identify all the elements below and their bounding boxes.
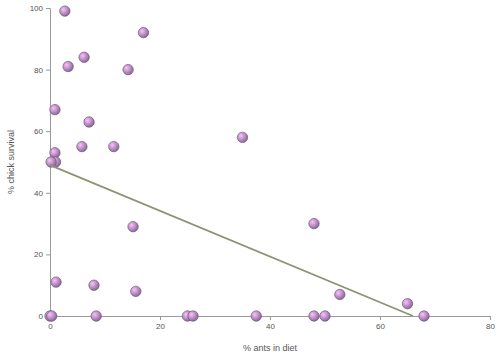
chart: 0 20 40 60 80 0 20 40 60 80 100 % ants in diet % chi… — [0, 0, 500, 357]
data-point — [109, 141, 119, 151]
x-axis-title: % ants in diet — [243, 343, 298, 353]
tick: 80 — [486, 316, 495, 331]
tick-label: 20 — [156, 322, 165, 331]
tick-mark — [380, 316, 381, 320]
data-point — [309, 311, 319, 321]
tick-label: 100 — [30, 4, 44, 13]
data-point — [335, 289, 345, 299]
tick: 20 — [34, 250, 50, 259]
data-point — [46, 311, 56, 321]
tick-label: 0 — [39, 312, 44, 321]
tick-mark — [46, 131, 50, 132]
data-point — [91, 311, 101, 321]
data-point — [60, 6, 70, 16]
tick-label: 20 — [34, 250, 43, 259]
tick-label: 80 — [34, 66, 43, 75]
tick: 100 — [30, 4, 50, 13]
data-point — [77, 141, 87, 151]
data-point — [320, 311, 330, 321]
tick: 80 — [34, 66, 50, 75]
tick-label: 60 — [376, 322, 385, 331]
tick: 20 — [156, 316, 165, 331]
data-point — [50, 104, 60, 114]
data-point — [138, 27, 148, 37]
data-point — [402, 298, 412, 308]
tick-label: 40 — [266, 322, 275, 331]
tick-mark — [46, 70, 50, 71]
data-point — [419, 311, 429, 321]
data-point — [309, 218, 319, 228]
data-point — [251, 311, 261, 321]
tick-mark — [46, 193, 50, 194]
tick-mark — [46, 254, 50, 255]
tick: 60 — [34, 127, 50, 136]
tick-mark — [490, 316, 491, 320]
tick-label: 60 — [34, 127, 43, 136]
tick-mark — [160, 316, 161, 320]
tick: 40 — [266, 316, 275, 331]
data-point — [237, 132, 247, 142]
tick-label: 80 — [486, 322, 495, 331]
data-point — [51, 277, 61, 287]
data-point — [79, 52, 89, 62]
y-axis-title: % chick survival — [6, 130, 16, 194]
data-point — [188, 311, 198, 321]
marks — [45, 6, 429, 321]
trend-line — [50, 165, 413, 316]
plot-area: 0 20 40 60 80 0 20 40 60 80 100 — [30, 4, 496, 331]
data-point — [128, 221, 138, 231]
tick-mark — [46, 8, 50, 9]
data-point — [84, 117, 94, 127]
tick-label: 40 — [34, 189, 43, 198]
tick: 60 — [376, 316, 385, 331]
tick: 40 — [34, 189, 50, 198]
data-point — [123, 64, 133, 74]
data-point — [131, 286, 141, 296]
data-point — [89, 280, 99, 290]
tick-label: 0 — [48, 322, 53, 331]
tick-mark — [270, 316, 271, 320]
data-point — [50, 148, 60, 158]
data-point — [63, 61, 73, 71]
